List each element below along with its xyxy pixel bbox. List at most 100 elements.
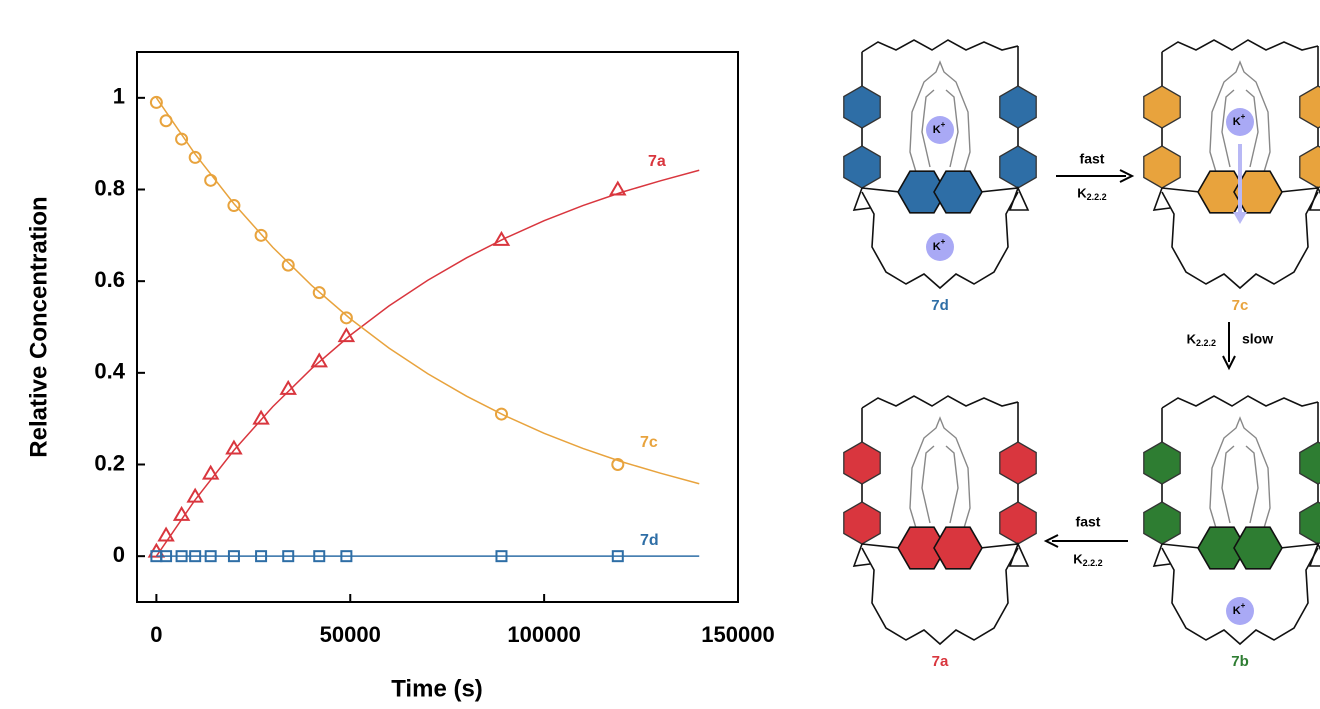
data-point: [337, 327, 356, 343]
core-ring: [933, 170, 983, 214]
inner-loop: [1209, 60, 1271, 193]
molecule-label: 7b: [1231, 653, 1249, 670]
inner-loop: [909, 416, 971, 549]
ion: [1226, 108, 1254, 136]
x-tick-label: 50000: [320, 622, 381, 647]
pillar-ring: [1143, 441, 1181, 485]
pillar-ring: [1299, 145, 1320, 189]
inner-loop: [909, 60, 971, 193]
data-point: [313, 550, 326, 563]
data-point: [188, 150, 202, 164]
frame: [1161, 39, 1319, 290]
frame: [861, 395, 1019, 646]
pillar-ring: [1143, 145, 1181, 189]
pillar-ring: [843, 501, 881, 545]
pillar-ring: [843, 145, 881, 189]
data-point: [279, 379, 297, 395]
molecule: K+7b: [1143, 395, 1320, 670]
pillar-ring: [1299, 85, 1320, 129]
molecule: 7a: [843, 395, 1037, 670]
pillar-ring: [1143, 85, 1181, 129]
shift-arrow: [1233, 144, 1247, 224]
y-tick-label: 0.4: [94, 359, 125, 384]
y-tick-label: 0.2: [94, 450, 125, 475]
data-point: [339, 311, 353, 325]
data-point: [255, 550, 268, 563]
data-point: [204, 550, 217, 563]
arrow: [1222, 322, 1236, 371]
bridge: [1152, 541, 1320, 567]
core-ring: [1233, 526, 1283, 570]
data-point: [340, 550, 353, 563]
series-label: 7c: [640, 434, 658, 451]
core-ring: [897, 526, 947, 570]
arrow-text: fast: [1076, 514, 1101, 530]
data-point: [494, 407, 508, 421]
molecule-label: 7d: [931, 297, 949, 314]
arrow-reagent-subscript: 2.2.2: [1083, 558, 1103, 568]
data-point: [227, 550, 240, 563]
arrow-text: slow: [1242, 331, 1273, 347]
fit-line: [155, 97, 700, 485]
ion-charge: +: [941, 120, 946, 129]
data-point: [254, 228, 268, 242]
frame: [861, 39, 1019, 290]
x-tick-label: 100000: [507, 622, 580, 647]
data-point: [186, 487, 204, 503]
data-point: [159, 114, 173, 128]
arrow-reagent-subscript: 2.2.2: [1196, 338, 1216, 348]
y-tick-label: 0: [113, 542, 125, 567]
core-ring: [897, 170, 947, 214]
series-label: 7d: [640, 532, 659, 549]
y-tick-label: 0.8: [94, 175, 125, 200]
data-point: [611, 550, 624, 563]
pillar-ring: [1299, 501, 1320, 545]
pillar-ring: [999, 501, 1037, 545]
pillar-ring: [999, 441, 1037, 485]
frame: [1161, 395, 1319, 646]
data-point: [172, 505, 191, 521]
ion: [926, 233, 954, 261]
arrow-text: fast: [1080, 151, 1105, 167]
arrow: [1056, 169, 1135, 183]
data-point: [609, 180, 627, 196]
data-point: [189, 550, 202, 563]
data-point: [157, 526, 175, 542]
pillar-ring: [999, 145, 1037, 189]
data-point: [175, 132, 189, 146]
molecule: K+K+7d: [843, 39, 1037, 314]
arrow-reagent: K2.2.2: [1077, 185, 1106, 202]
data-point: [611, 458, 625, 471]
fit-line: [155, 169, 700, 557]
x-tick-label: 0: [150, 622, 162, 647]
data-point: [492, 230, 511, 246]
x-axis-label: Time (s): [391, 675, 483, 702]
data-point: [204, 173, 218, 187]
core-ring: [933, 526, 983, 570]
pillar-ring: [999, 85, 1037, 129]
plot-frame: [136, 51, 739, 603]
data-point: [225, 439, 243, 455]
data-point: [149, 95, 163, 109]
ion: [1226, 597, 1254, 625]
ion: [926, 116, 954, 144]
y-axis-label: Relative Concentration: [25, 196, 52, 457]
molecule: K+7c: [1143, 39, 1320, 314]
data-point: [282, 550, 295, 563]
pillar-ring: [1299, 441, 1320, 485]
y-tick-label: 0.6: [94, 267, 125, 292]
pillar-ring: [1143, 501, 1181, 545]
ion-charge: +: [941, 237, 946, 246]
data-point: [175, 550, 188, 563]
pillar-ring: [843, 85, 881, 129]
data-point: [160, 550, 173, 563]
bridge: [852, 541, 1030, 567]
arrow-reagent-subscript: 2.2.2: [1087, 192, 1107, 202]
data-point: [312, 286, 326, 300]
arrow: [1043, 534, 1128, 548]
y-tick-label: 1: [113, 84, 125, 109]
ion-charge: +: [1241, 112, 1246, 121]
pillar-ring: [843, 441, 881, 485]
x-tick-label: 150000: [701, 622, 774, 647]
